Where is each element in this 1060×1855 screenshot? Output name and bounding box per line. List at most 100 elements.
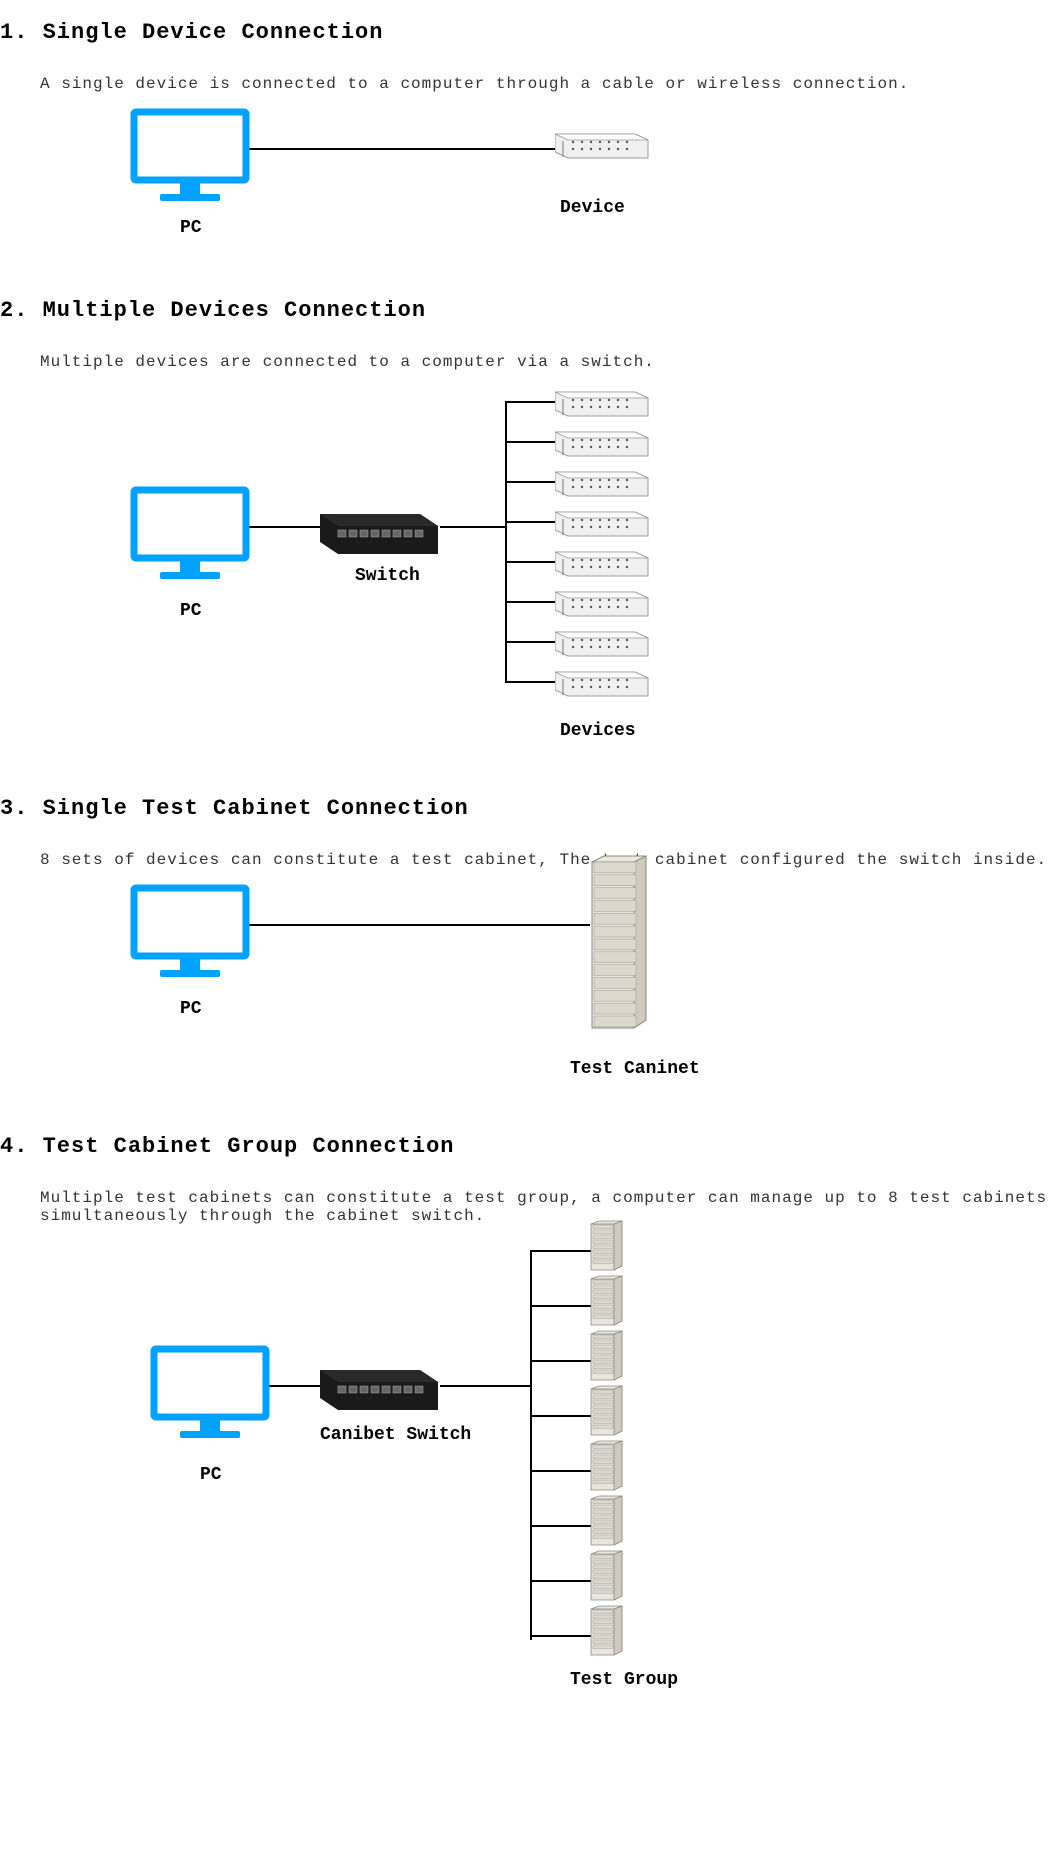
cabinet-node — [590, 1605, 625, 1662]
devices-label: Devices — [560, 721, 636, 741]
device-node — [555, 386, 650, 423]
device-node — [555, 426, 650, 463]
diagram-1: PC Device — [0, 108, 1060, 258]
pc-icon — [130, 486, 250, 586]
device-icon — [555, 626, 650, 658]
connection-line — [268, 1385, 320, 1387]
desc-3: 8 sets of devices can constitute a test … — [0, 851, 1060, 869]
switch-node — [320, 1360, 440, 1420]
pc-node — [130, 108, 250, 213]
heading-title: Multiple Devices Connection — [43, 298, 426, 323]
cabinet-small-icon — [590, 1330, 625, 1382]
connection-line — [505, 641, 555, 643]
pc-label: PC — [200, 1465, 222, 1485]
desc-2: Multiple devices are connected to a comp… — [0, 353, 1060, 371]
heading-3: 3. Single Test Cabinet Connection — [0, 796, 1060, 821]
cabinet-node — [590, 1220, 625, 1277]
cabinet-node — [590, 1440, 625, 1497]
pc-label: PC — [180, 218, 202, 238]
heading-4: 4. Test Cabinet Group Connection — [0, 1134, 1060, 1159]
device-node — [555, 128, 650, 165]
cabinet-node — [590, 854, 650, 1039]
cabinet-node — [590, 1550, 625, 1607]
connection-line — [530, 1470, 595, 1472]
connection-line — [245, 148, 555, 150]
cabinet-node — [590, 1275, 625, 1332]
switch-label: Canibet Switch — [320, 1425, 471, 1445]
cabinet-small-icon — [590, 1275, 625, 1327]
device-icon — [555, 426, 650, 458]
connection-line — [505, 441, 555, 443]
section-3: 3. Single Test Cabinet Connection 8 sets… — [0, 796, 1060, 1094]
device-node — [555, 506, 650, 543]
section-4: 4. Test Cabinet Group Connection Multipl… — [0, 1134, 1060, 1710]
section-2: 2. Multiple Devices Connection Multiple … — [0, 298, 1060, 756]
connection-line — [530, 1250, 595, 1252]
device-icon — [555, 546, 650, 578]
pc-node — [130, 486, 250, 591]
connection-line — [530, 1415, 595, 1417]
cabinet-small-icon — [590, 1605, 625, 1657]
device-node — [555, 546, 650, 583]
cabinet-small-icon — [590, 1550, 625, 1602]
connection-line — [530, 1635, 595, 1637]
connection-line — [505, 401, 555, 403]
device-icon — [555, 466, 650, 498]
pc-icon — [130, 884, 250, 984]
device-node — [555, 466, 650, 503]
heading-1: 1. Single Device Connection — [0, 20, 1060, 45]
diagram-3: PC Test Caninet — [0, 884, 1060, 1094]
connection-line — [530, 1525, 595, 1527]
switch-icon — [320, 1360, 440, 1415]
heading-title: Single Test Cabinet Connection — [43, 796, 469, 821]
connection-line — [505, 521, 555, 523]
pc-label: PC — [180, 999, 202, 1019]
cabinet-small-icon — [590, 1495, 625, 1547]
pc-node — [130, 884, 250, 989]
connection-line — [505, 681, 555, 683]
connection-line — [248, 526, 320, 528]
device-icon — [555, 386, 650, 418]
heading-title: Single Device Connection — [43, 20, 384, 45]
pc-icon — [130, 108, 250, 208]
cabinets-label: Test Group — [570, 1670, 678, 1690]
pc-label: PC — [180, 601, 202, 621]
diagram-2: PC Switch — [0, 386, 1060, 756]
section-1: 1. Single Device Connection A single dev… — [0, 20, 1060, 258]
device-label: Device — [560, 198, 625, 218]
heading-num: 4. — [0, 1134, 28, 1159]
connection-line — [530, 1580, 595, 1582]
connection-line — [505, 481, 555, 483]
switch-icon — [320, 504, 440, 559]
connection-line — [530, 1360, 595, 1362]
cabinet-small-icon — [590, 1440, 625, 1492]
switch-node — [320, 504, 440, 564]
cabinet-label: Test Caninet — [570, 1059, 700, 1079]
heading-num: 3. — [0, 796, 28, 821]
heading-num: 2. — [0, 298, 28, 323]
device-node — [555, 626, 650, 663]
heading-num: 1. — [0, 20, 28, 45]
device-icon — [555, 586, 650, 618]
pc-icon — [150, 1345, 270, 1445]
pc-node — [150, 1345, 270, 1450]
cabinet-node — [590, 1385, 625, 1442]
device-icon — [555, 128, 650, 160]
desc-4: Multiple test cabinets can constitute a … — [0, 1189, 1060, 1225]
connection-line — [505, 561, 555, 563]
cabinet-small-icon — [590, 1220, 625, 1272]
device-node — [555, 586, 650, 623]
cabinet-icon — [590, 854, 650, 1034]
cabinet-node — [590, 1330, 625, 1387]
desc-1: A single device is connected to a comput… — [0, 75, 1060, 93]
connection-line — [440, 526, 505, 528]
connection-line — [530, 1305, 595, 1307]
device-icon — [555, 506, 650, 538]
device-icon — [555, 666, 650, 698]
connection-line — [440, 1385, 530, 1387]
heading-title: Test Cabinet Group Connection — [43, 1134, 455, 1159]
cabinet-small-icon — [590, 1385, 625, 1437]
connection-line — [248, 924, 590, 926]
switch-label: Switch — [355, 566, 420, 586]
diagram-4: PC Canibet Switch — [0, 1240, 1060, 1710]
